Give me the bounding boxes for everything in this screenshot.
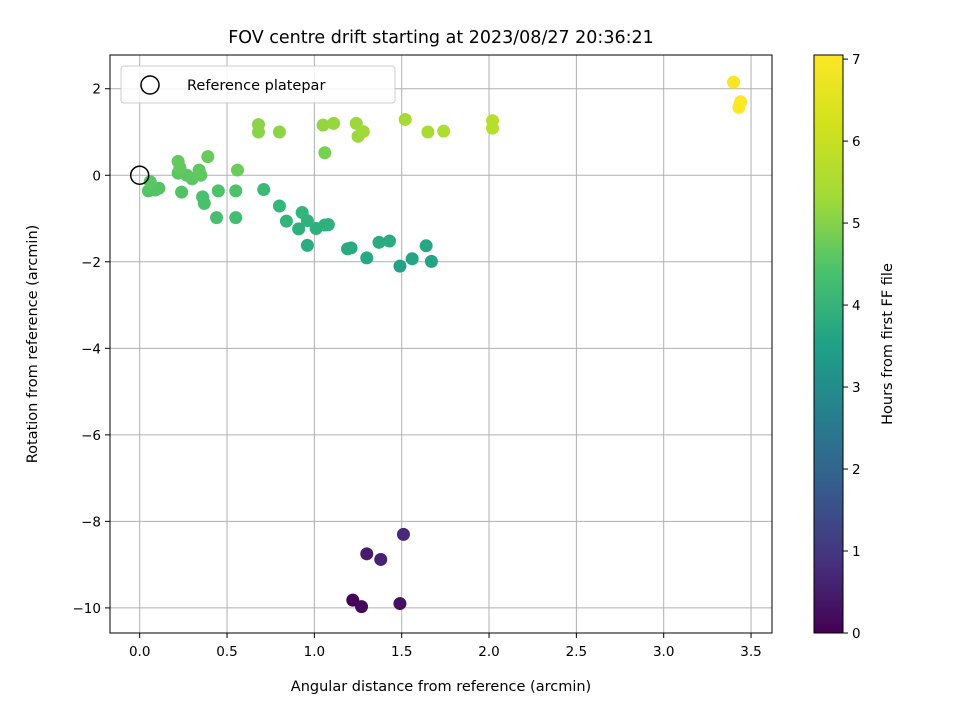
x-tick-label: 0.5	[216, 644, 237, 660]
x-tick-label: 3.5	[740, 644, 761, 660]
data-point	[486, 121, 500, 135]
y-tick-label: −2	[81, 255, 101, 271]
legend-box	[120, 65, 396, 104]
data-point	[393, 259, 407, 273]
colorbar-tick-label: 0	[852, 626, 861, 642]
x-tick-label: 2.0	[478, 644, 499, 660]
x-tick-label: 1.0	[304, 644, 325, 660]
data-point	[292, 222, 306, 236]
y-tick-label: −4	[81, 341, 101, 357]
data-point	[251, 125, 265, 139]
data-point	[382, 234, 396, 248]
y-tick-label: −6	[81, 428, 101, 444]
y-tick-label: −10	[73, 601, 102, 617]
colorbar-tick-label: 4	[852, 298, 861, 314]
colorbar-tick-label: 5	[852, 216, 861, 232]
colorbar-gradient	[813, 54, 844, 634]
reference-platepar-marker	[129, 165, 150, 186]
data-point	[175, 185, 189, 199]
chart-title: FOV centre drift starting at 2023/08/27 …	[228, 28, 654, 48]
data-point	[727, 75, 741, 89]
legend-label: Reference platepar	[187, 78, 325, 94]
data-point	[192, 163, 206, 177]
data-point	[327, 116, 341, 130]
colorbar-tick-label: 7	[852, 52, 861, 68]
data-point	[732, 100, 746, 114]
data-point	[360, 251, 374, 265]
data-point	[419, 239, 433, 253]
data-point	[173, 160, 187, 174]
data-point	[374, 552, 388, 566]
data-point	[231, 163, 245, 177]
y-tick-label: 2	[92, 82, 101, 98]
data-point	[229, 211, 243, 225]
x-tick-label: 3.0	[653, 644, 674, 660]
x-tick-label: 0.0	[129, 644, 150, 660]
data-point	[143, 175, 157, 189]
data-point	[421, 125, 435, 139]
data-point	[229, 184, 243, 198]
data-point	[201, 150, 215, 164]
colorbar-tick-label: 1	[852, 544, 861, 560]
y-tick-label: −8	[81, 514, 101, 530]
y-tick-label: 0	[92, 168, 101, 184]
x-tick-label: 2.5	[566, 644, 587, 660]
x-axis-ticks: 0.0 0.5 1.0 1.5 2.0 2.5 3.0 3.5	[129, 633, 762, 660]
data-point	[279, 214, 293, 228]
colorbar-ticks: 0 1 2 3 4 5 6 7	[843, 52, 861, 642]
data-point	[396, 527, 410, 541]
y-axis-label: Rotation from reference (arcmin)	[25, 225, 41, 464]
colorbar-tick-label: 2	[852, 462, 861, 478]
data-point	[321, 218, 335, 232]
data-point	[211, 184, 225, 198]
data-point	[424, 254, 438, 268]
data-point	[398, 112, 412, 126]
legend-marker	[140, 75, 160, 95]
data-point	[437, 124, 451, 138]
data-point	[393, 597, 407, 611]
data-point	[356, 125, 370, 139]
data-point	[300, 238, 314, 252]
data-point	[355, 600, 369, 614]
plot-frame	[109, 54, 773, 634]
grid-lines	[110, 55, 772, 633]
data-point	[210, 211, 224, 225]
data-point	[272, 199, 286, 213]
data-points	[141, 75, 748, 614]
data-point	[196, 190, 210, 204]
data-point	[318, 146, 332, 160]
colorbar: 0 1 2 3 4 5 6 7 Hours from first FF file	[813, 52, 896, 642]
data-point	[272, 125, 286, 139]
legend: Reference platepar	[120, 65, 396, 104]
colorbar-label: Hours from first FF file	[880, 263, 896, 425]
colorbar-tick-label: 6	[852, 134, 861, 150]
colorbar-tick-label: 3	[852, 380, 861, 396]
data-point	[295, 205, 309, 219]
data-point	[372, 235, 386, 249]
data-point	[360, 547, 374, 561]
data-point	[257, 183, 271, 197]
data-point	[316, 118, 330, 132]
y-axis-ticks: −10 −8 −6 −4 −2 0 2	[73, 82, 110, 617]
data-point	[405, 252, 419, 266]
x-tick-label: 1.5	[391, 644, 412, 660]
x-axis-label: Angular distance from reference (arcmin)	[291, 679, 591, 695]
data-point	[341, 242, 355, 256]
